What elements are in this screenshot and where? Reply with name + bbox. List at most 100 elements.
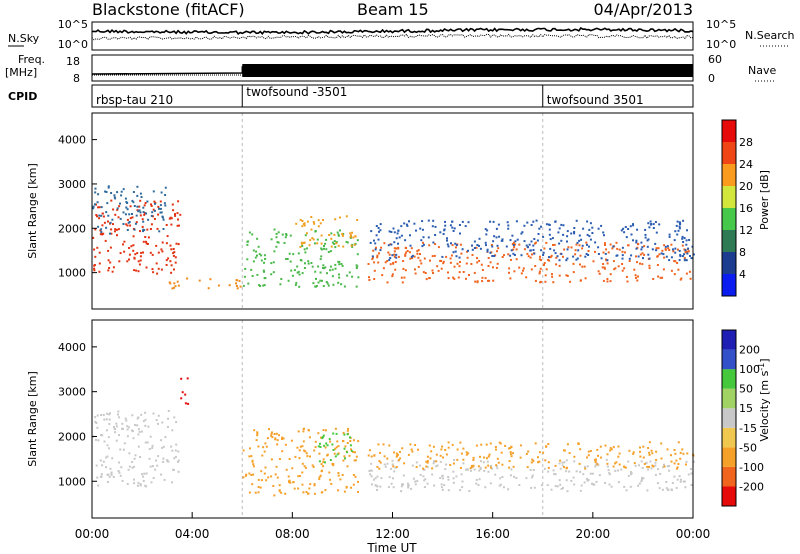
heatmap-cell (667, 488, 669, 491)
colorbar-tick-label: -50 (739, 441, 757, 454)
heatmap-cell (404, 253, 407, 256)
heatmap-cell (626, 280, 629, 283)
heatmap-cell (150, 204, 153, 207)
heatmap-cell (114, 197, 117, 200)
heatmap-cell (412, 477, 415, 480)
colorbar-tick-label: -100 (739, 461, 764, 474)
heatmap-cell (320, 234, 323, 237)
heatmap-cell (506, 221, 509, 224)
heatmap-cell (337, 234, 340, 237)
heatmap-cell (465, 262, 468, 265)
heatmap-cell (658, 223, 661, 226)
heatmap-cell (529, 256, 532, 259)
heatmap-cell (103, 221, 106, 224)
heatmap-cell (149, 228, 152, 230)
heatmap-cell (668, 465, 670, 468)
heatmap-cell (152, 412, 155, 415)
heatmap-cell (166, 460, 169, 463)
heatmap-cell (547, 443, 550, 445)
heatmap-cell (496, 467, 499, 470)
heatmap-cell (301, 445, 304, 448)
heatmap-cell (479, 466, 482, 469)
heatmap-cell (552, 244, 554, 246)
heatmap-cell (176, 224, 179, 227)
heatmap-cell (279, 283, 282, 286)
heatmap-cell (383, 242, 386, 245)
heatmap-cell (256, 431, 259, 434)
heatmap-cell (350, 244, 353, 247)
heatmap-cell (459, 261, 461, 263)
heatmap-cell (399, 457, 402, 460)
colorbar-swatch (722, 230, 736, 252)
heatmap-cell (166, 235, 169, 238)
heatmap-cell (136, 205, 139, 208)
heatmap-cell (313, 222, 316, 225)
heatmap-cell (352, 451, 355, 453)
heatmap-cell (402, 474, 405, 477)
heatmap-cell (137, 428, 140, 431)
heatmap-cell (256, 273, 259, 276)
heatmap-cell (453, 227, 456, 230)
heatmap-cell (478, 237, 481, 240)
heatmap-cell (612, 245, 615, 248)
heatmap-cell (134, 454, 137, 457)
heatmap-cell (263, 472, 266, 475)
heatmap-cell (124, 417, 127, 420)
heatmap-cell (171, 287, 174, 290)
heatmap-cell (135, 221, 138, 224)
heatmap-cell (498, 484, 501, 487)
heatmap-cell (391, 273, 394, 276)
heatmap-cell (338, 263, 341, 266)
heatmap-cell (93, 248, 96, 251)
heatmap-cell (526, 221, 529, 224)
heatmap-cell (122, 188, 125, 191)
heatmap-cell (538, 460, 541, 463)
heatmap-cell (337, 244, 340, 247)
heatmap-cell (582, 227, 585, 230)
heatmap-cell (428, 277, 431, 279)
heatmap-cell (606, 453, 609, 456)
heatmap-cell (281, 438, 283, 440)
heatmap-cell (420, 262, 423, 265)
heatmap-cell (256, 432, 259, 435)
heatmap-cell (477, 484, 480, 487)
heatmap-cell (574, 253, 577, 256)
heatmap-cell (429, 457, 432, 460)
heatmap-cell (493, 255, 496, 257)
heatmap-cell (165, 264, 168, 266)
heatmap-cell (322, 434, 325, 437)
heatmap-cell (133, 257, 136, 260)
heatmap-cell (383, 463, 386, 466)
heatmap-cell (374, 248, 377, 251)
heatmap-cell (553, 249, 556, 252)
heatmap-cell (209, 278, 212, 281)
heatmap-cell (514, 240, 517, 243)
heatmap-cell (657, 468, 660, 471)
heatmap-cell (132, 437, 135, 440)
heatmap-cell (323, 444, 326, 447)
heatmap-cell (507, 224, 510, 227)
heatmap-cell (306, 492, 309, 495)
heatmap-cell (473, 271, 476, 274)
heatmap-cell (136, 194, 139, 197)
heatmap-cell (100, 434, 102, 436)
colorbar-swatch (722, 252, 736, 274)
heatmap-cell (144, 424, 147, 427)
heatmap-cell (437, 246, 440, 249)
heatmap-cell (177, 243, 180, 246)
heatmap-cell (513, 270, 516, 273)
heatmap-cell (158, 230, 161, 233)
heatmap-cell (501, 256, 504, 258)
heatmap-cell (409, 257, 412, 260)
heatmap-cell (492, 266, 494, 269)
heatmap-cell (94, 228, 97, 231)
heatmap-cell (419, 473, 422, 476)
heatmap-cell (301, 471, 304, 474)
heatmap-cell (499, 483, 502, 486)
heatmap-cell (310, 228, 313, 231)
heatmap-cell (128, 465, 131, 468)
heatmap-cell (487, 464, 490, 467)
heatmap-cell (137, 270, 140, 273)
heatmap-cell (242, 284, 245, 287)
heatmap-cell (375, 246, 377, 249)
